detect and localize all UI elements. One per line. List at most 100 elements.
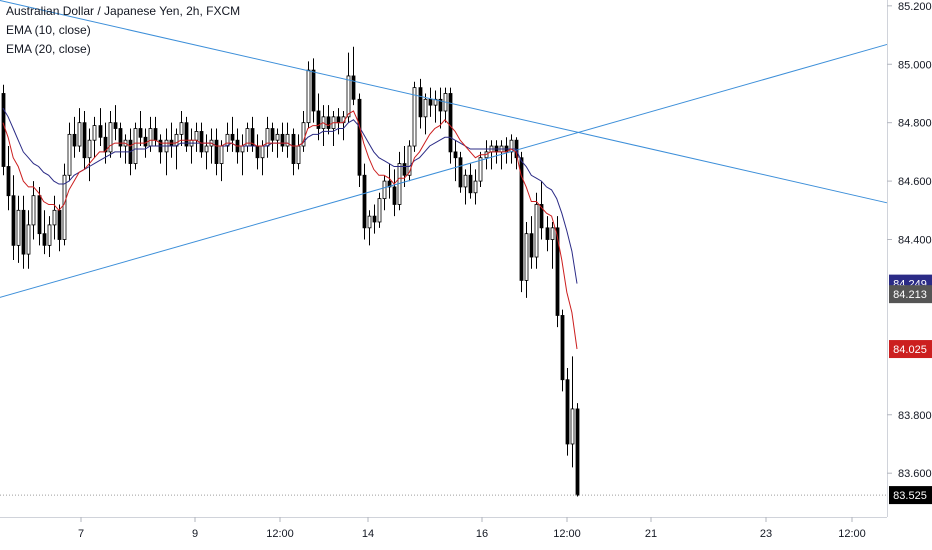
price-badge: 84.213 — [889, 285, 932, 304]
candle-body — [6, 166, 11, 197]
candle — [153, 116, 158, 147]
candle-body — [1, 93, 6, 167]
price-badge: 83.525 — [889, 486, 932, 505]
candle-body — [199, 131, 204, 153]
time-axis[interactable]: 7 9 12:00 14 16 12:00 21 23 12:00 — [78, 517, 866, 540]
ema20-legend-label: EMA (20, close) — [6, 42, 91, 56]
candle — [245, 122, 250, 152]
candle-body — [275, 133, 280, 141]
candle-body — [296, 145, 301, 164]
candle — [443, 87, 448, 123]
candle — [214, 128, 219, 176]
candle-body — [26, 224, 31, 255]
candle — [326, 105, 331, 135]
candle-body — [153, 128, 158, 141]
candle — [225, 122, 230, 152]
candle — [82, 110, 87, 170]
x-tick-label: 21 — [645, 528, 657, 540]
candle — [240, 134, 245, 176]
candle-body — [184, 122, 189, 147]
candle-body — [47, 224, 52, 246]
y-tick-label: 84.400 — [898, 235, 932, 247]
price-badge-label: 84.213 — [893, 289, 927, 301]
candle-body — [351, 75, 356, 100]
candle-body — [311, 69, 316, 112]
candle — [291, 128, 296, 176]
candle — [453, 140, 458, 182]
candle-body — [77, 122, 82, 147]
candle — [478, 151, 483, 187]
candle — [539, 181, 544, 240]
candle-body — [52, 209, 57, 226]
candle-body — [291, 133, 296, 164]
candle-body — [534, 204, 539, 258]
trendlines — [0, 0, 888, 298]
candle — [362, 163, 367, 240]
candle-body — [550, 227, 555, 240]
candle — [133, 122, 138, 170]
candle — [123, 134, 128, 164]
candle — [311, 58, 316, 123]
candle — [285, 122, 290, 158]
candle — [418, 78, 423, 129]
candle-body — [301, 122, 306, 147]
candle-body — [143, 136, 148, 147]
candle-body — [423, 98, 428, 118]
candle-body — [42, 233, 47, 246]
ema10-line — [2, 110, 578, 350]
candle — [433, 90, 438, 123]
candle — [280, 122, 285, 152]
ema-lines — [2, 107, 578, 350]
candle-body — [92, 125, 97, 141]
candle-body — [362, 174, 367, 229]
candle — [367, 210, 372, 246]
candle — [72, 116, 77, 158]
x-tick-label: 7 — [78, 528, 84, 540]
candle-body — [98, 125, 103, 138]
candle-body — [418, 87, 423, 118]
candle — [575, 403, 580, 497]
candle-body — [255, 145, 260, 159]
candle-body — [204, 145, 209, 153]
candle — [555, 216, 560, 328]
candle — [108, 110, 113, 158]
candle-body — [16, 209, 21, 246]
candle-body — [448, 93, 453, 153]
chart-legend: Australian Dollar / Japanese Yen, 2h, FX… — [6, 2, 240, 59]
candle — [31, 181, 36, 240]
candle — [412, 81, 417, 152]
candle-body — [179, 122, 184, 135]
candle — [423, 93, 428, 135]
candle — [438, 87, 443, 129]
candle — [570, 356, 575, 468]
candle — [189, 128, 194, 164]
candle — [392, 169, 397, 217]
candle — [346, 52, 351, 123]
price-badge-label: 84.025 — [893, 344, 927, 356]
candle-body — [225, 133, 230, 147]
candle-body — [346, 75, 351, 118]
candle — [77, 108, 82, 152]
candle-body — [560, 315, 565, 381]
candle-body — [62, 174, 67, 240]
x-tick-label: 23 — [760, 528, 772, 540]
candle-body — [260, 145, 265, 159]
candle-body — [326, 116, 331, 129]
candle — [306, 61, 311, 129]
candle — [250, 116, 255, 152]
candle-body — [438, 98, 443, 112]
candle — [255, 134, 260, 170]
candle-body — [529, 233, 534, 258]
candle — [118, 122, 123, 158]
candle-body — [428, 98, 433, 106]
candle — [158, 134, 163, 164]
candle-body — [545, 227, 550, 240]
candle-body — [336, 116, 341, 124]
candle-body — [230, 133, 235, 141]
price-badge-label: 83.525 — [893, 490, 927, 502]
price-axis[interactable]: 85.200 85.000 84.800 84.600 84.400 83.800 83.6… — [887, 1, 932, 480]
candle-body — [478, 157, 483, 182]
candle-body — [377, 198, 382, 223]
